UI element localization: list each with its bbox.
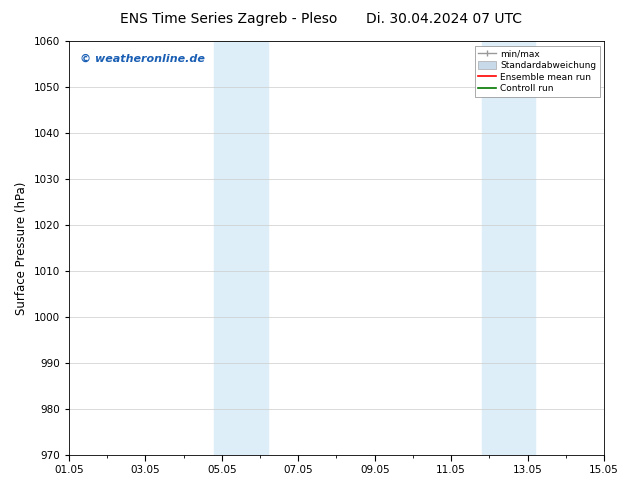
- Bar: [214, 41, 268, 455]
- Text: ENS Time Series Zagreb - Pleso: ENS Time Series Zagreb - Pleso: [120, 12, 337, 26]
- Bar: [482, 41, 535, 455]
- Legend: min/max, Standardabweichung, Ensemble mean run, Controll run: min/max, Standardabweichung, Ensemble me…: [475, 46, 600, 97]
- Y-axis label: Surface Pressure (hPa): Surface Pressure (hPa): [15, 181, 28, 315]
- Text: © weatheronline.de: © weatheronline.de: [79, 53, 204, 64]
- Text: Di. 30.04.2024 07 UTC: Di. 30.04.2024 07 UTC: [366, 12, 522, 26]
